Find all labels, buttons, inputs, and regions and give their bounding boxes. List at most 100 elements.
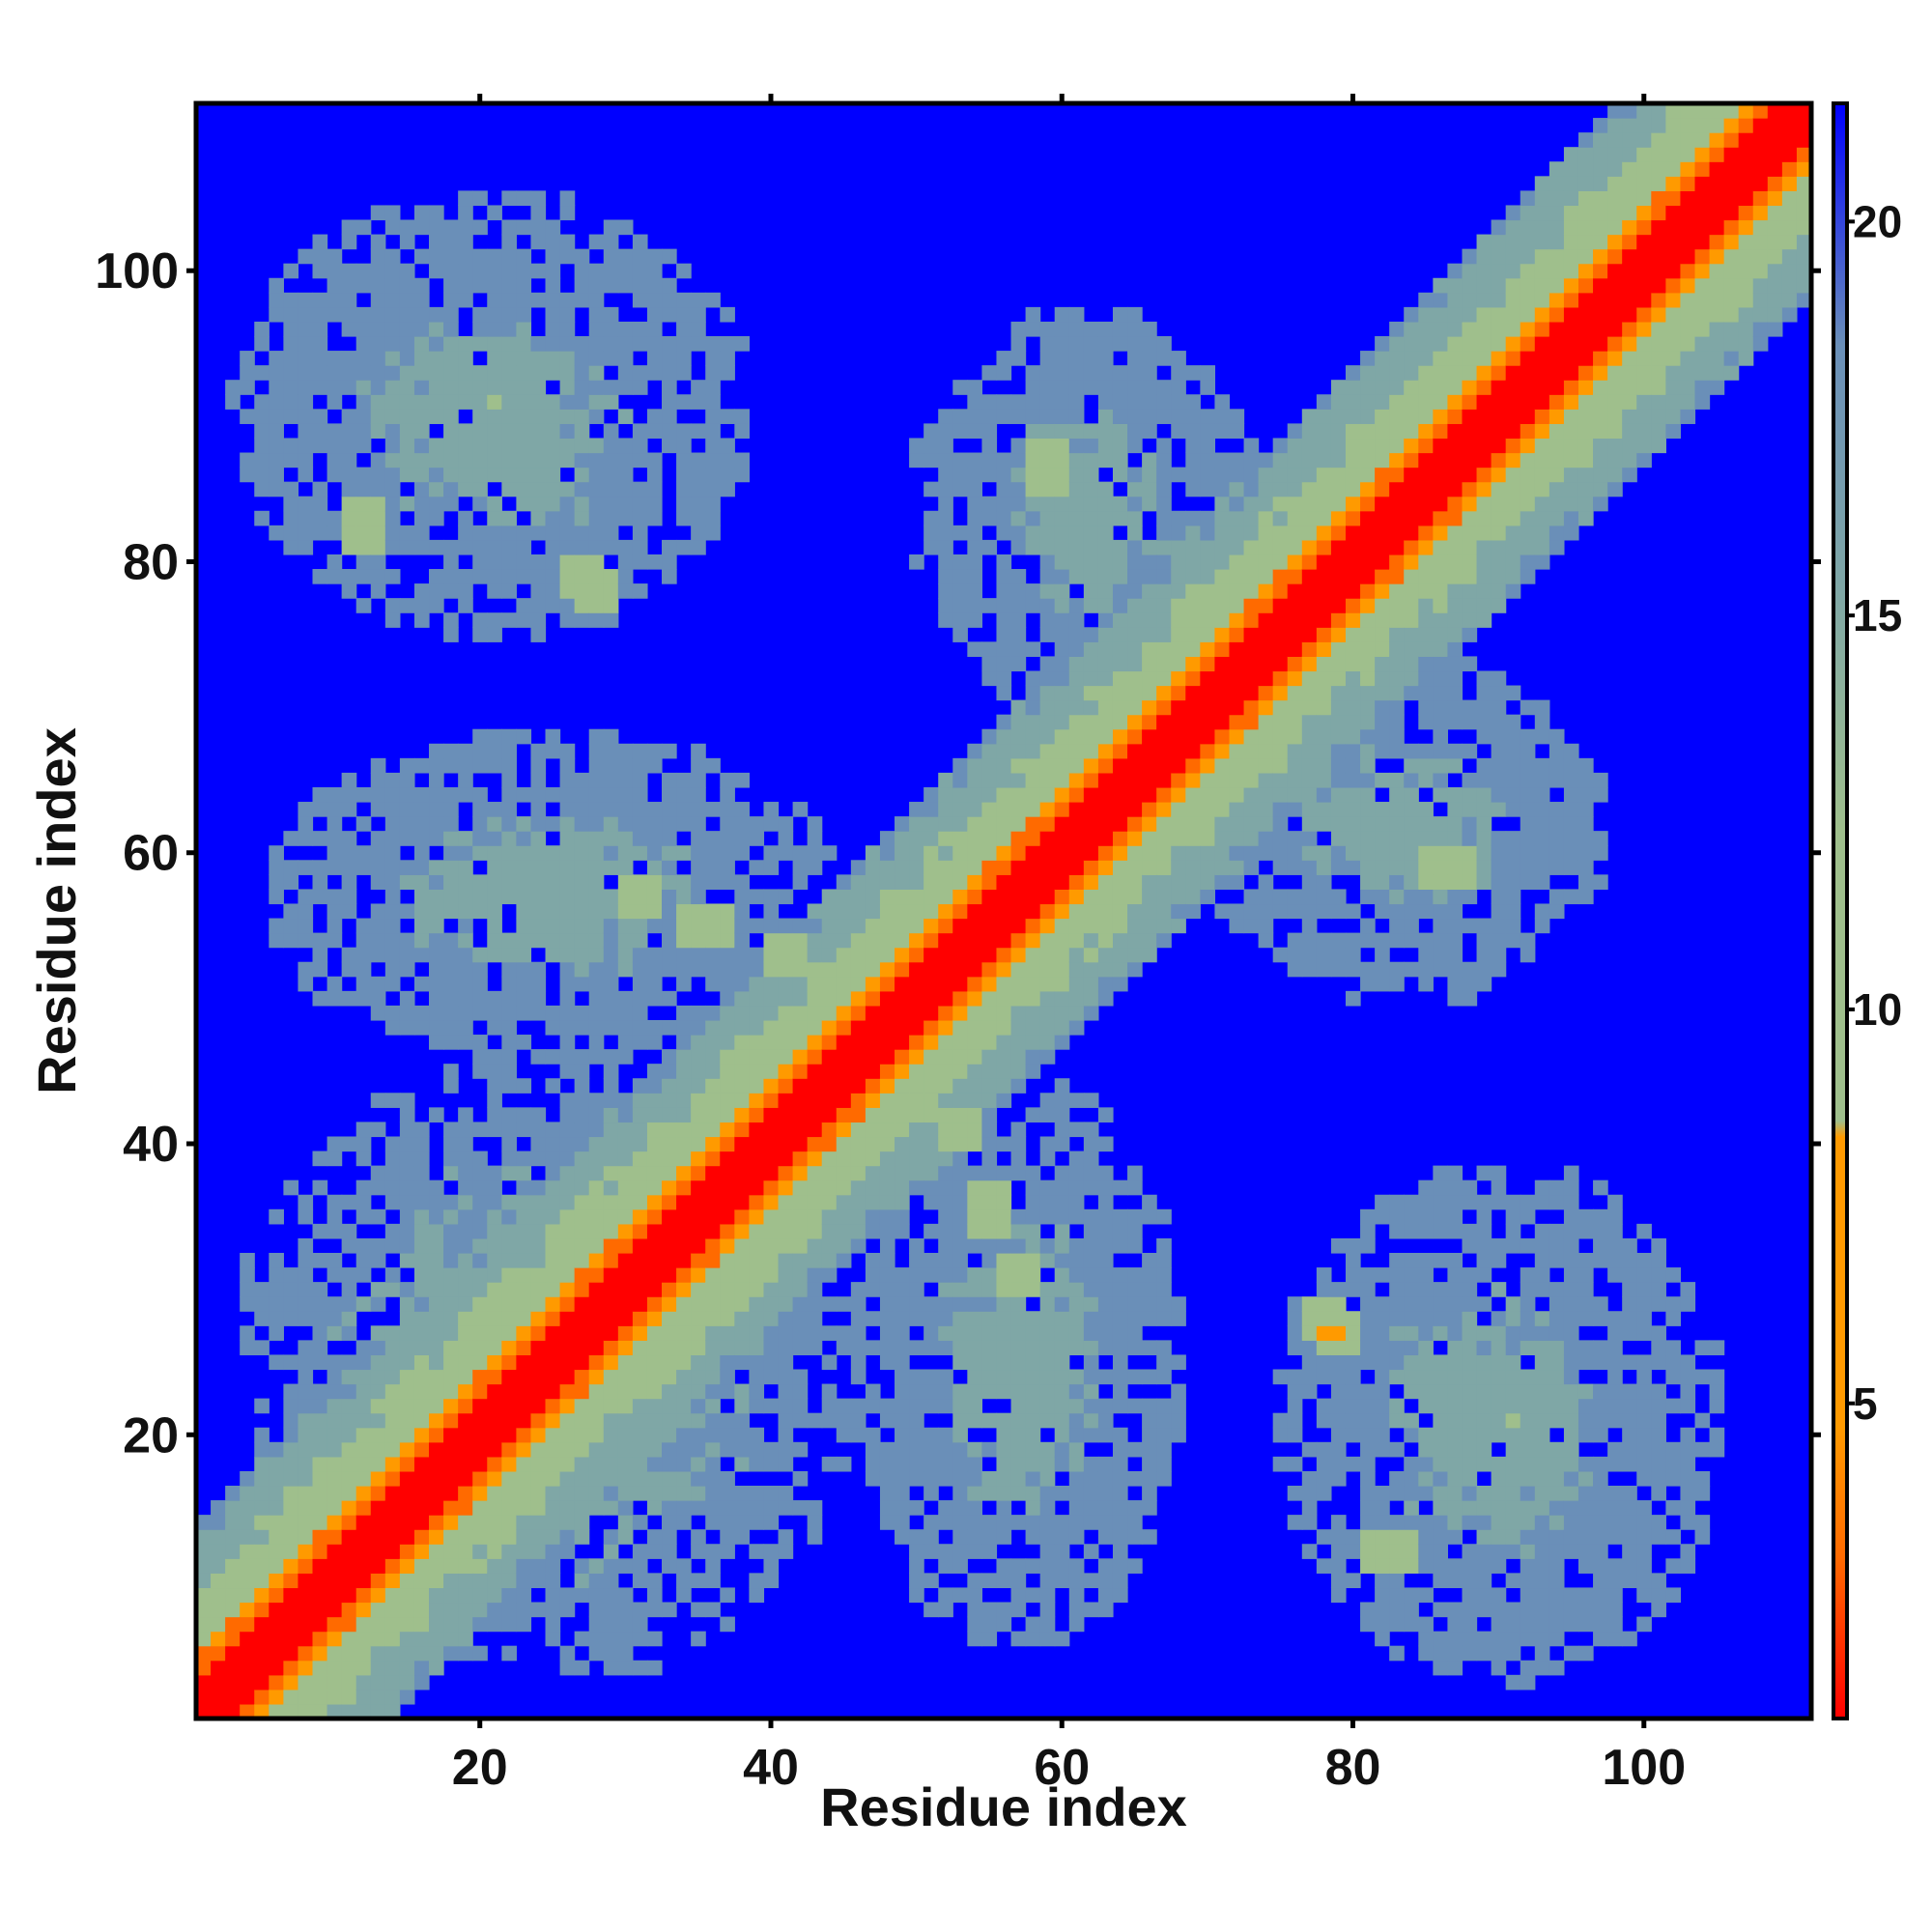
heatmap-cell bbox=[240, 467, 255, 483]
heatmap-cell bbox=[923, 1064, 939, 1079]
heatmap-cell bbox=[705, 976, 721, 992]
heatmap-cell bbox=[413, 1558, 430, 1574]
heatmap-cell bbox=[269, 1485, 284, 1501]
heatmap-cell bbox=[1243, 598, 1260, 613]
heatmap-cell bbox=[501, 1470, 517, 1487]
heatmap-cell bbox=[895, 1035, 910, 1050]
heatmap-cell bbox=[676, 961, 692, 978]
heatmap-cell bbox=[676, 976, 692, 992]
heatmap-cell bbox=[1156, 831, 1172, 846]
heatmap-cell bbox=[1272, 786, 1289, 803]
heatmap-cell bbox=[545, 496, 561, 512]
heatmap-cell bbox=[996, 1282, 1012, 1297]
heatmap-cell bbox=[341, 365, 357, 381]
heatmap-cell bbox=[1025, 1354, 1041, 1371]
heatmap-cell bbox=[1389, 685, 1405, 701]
heatmap-cell bbox=[341, 889, 357, 905]
heatmap-cell bbox=[967, 641, 982, 657]
heatmap-cell bbox=[705, 496, 721, 512]
heatmap-cell bbox=[952, 918, 968, 934]
heatmap-cell bbox=[734, 903, 750, 920]
heatmap-cell bbox=[501, 1064, 517, 1079]
heatmap-cell bbox=[967, 1398, 982, 1414]
heatmap-cell bbox=[821, 1208, 838, 1225]
heatmap-cell bbox=[662, 1456, 677, 1472]
heatmap-cell bbox=[1039, 583, 1056, 599]
heatmap-cell bbox=[603, 903, 619, 920]
heatmap-cell bbox=[720, 1544, 735, 1559]
heatmap-cell bbox=[254, 423, 270, 440]
heatmap-cell bbox=[1229, 496, 1245, 512]
heatmap-cell bbox=[923, 525, 939, 541]
heatmap-cell bbox=[705, 380, 721, 395]
heatmap-cell bbox=[355, 1267, 372, 1283]
heatmap-cells bbox=[196, 103, 1812, 1719]
heatmap-cell bbox=[1389, 583, 1405, 599]
heatmap-cell bbox=[501, 234, 517, 250]
heatmap-cell bbox=[909, 1573, 924, 1589]
heatmap-cell bbox=[734, 947, 750, 963]
heatmap-cell bbox=[559, 1645, 576, 1662]
heatmap-cell bbox=[705, 1340, 721, 1356]
heatmap-cell bbox=[370, 583, 386, 599]
heatmap-cell bbox=[1025, 1616, 1041, 1633]
heatmap-cell bbox=[938, 1427, 953, 1443]
heatmap-cell bbox=[981, 772, 998, 788]
heatmap-cell bbox=[1039, 918, 1056, 934]
heatmap-cell bbox=[269, 889, 284, 905]
heatmap-cell bbox=[981, 452, 998, 469]
heatmap-cell bbox=[1068, 510, 1085, 526]
heatmap-cell bbox=[283, 438, 299, 454]
heatmap-cell bbox=[370, 1470, 386, 1487]
heatmap-cell bbox=[559, 845, 576, 861]
heatmap-cell bbox=[196, 1529, 212, 1545]
heatmap-cell bbox=[283, 1703, 299, 1719]
heatmap-cell bbox=[821, 1398, 838, 1414]
heatmap-cell bbox=[298, 976, 314, 992]
heatmap-cell bbox=[298, 438, 314, 454]
heatmap-cell bbox=[1039, 1441, 1056, 1458]
heatmap-cell bbox=[996, 1369, 1012, 1385]
heatmap-cell bbox=[603, 772, 619, 788]
heatmap-cell bbox=[487, 394, 502, 410]
heatmap-cell bbox=[1039, 1602, 1056, 1618]
heatmap-cell bbox=[341, 1587, 357, 1604]
heatmap-cell bbox=[895, 831, 910, 846]
heatmap-cell bbox=[458, 380, 473, 395]
heatmap-cell bbox=[1375, 845, 1390, 861]
heatmap-cell bbox=[734, 1194, 750, 1210]
heatmap-cell bbox=[545, 947, 561, 963]
heatmap-cell bbox=[1272, 889, 1289, 905]
heatmap-cell bbox=[1360, 1383, 1376, 1400]
heatmap-cell bbox=[413, 351, 430, 366]
heatmap-cell bbox=[705, 423, 721, 440]
heatmap-cell bbox=[429, 1019, 444, 1036]
heatmap-cell bbox=[1243, 860, 1260, 875]
heatmap-cell bbox=[384, 1573, 401, 1589]
heatmap-cell bbox=[458, 467, 473, 483]
heatmap-cell bbox=[705, 757, 721, 774]
heatmap-cell bbox=[559, 1383, 576, 1400]
heatmap-cell bbox=[1316, 539, 1332, 555]
heatmap-cell bbox=[792, 1412, 809, 1429]
heatmap-cell bbox=[559, 1194, 576, 1210]
heatmap-cell bbox=[413, 598, 430, 613]
heatmap-cell bbox=[559, 976, 576, 992]
heatmap-cell bbox=[923, 1267, 939, 1283]
heatmap-cell bbox=[720, 1107, 735, 1123]
heatmap-cell bbox=[458, 423, 473, 440]
heatmap-cell bbox=[603, 234, 619, 250]
heatmap-cell bbox=[1171, 772, 1186, 788]
heatmap-cell bbox=[283, 496, 299, 512]
heatmap-cell bbox=[821, 1151, 838, 1167]
heatmap-cell bbox=[283, 394, 299, 410]
heatmap-cell bbox=[1039, 990, 1056, 1007]
heatmap-cell bbox=[996, 598, 1012, 613]
heatmap-cell bbox=[254, 1515, 270, 1530]
heatmap-cell bbox=[516, 292, 532, 308]
heatmap-cell bbox=[1054, 306, 1070, 323]
heatmap-cell bbox=[603, 1165, 619, 1181]
heatmap-cell bbox=[399, 1354, 415, 1371]
heatmap-cell bbox=[1389, 1282, 1405, 1297]
heatmap-cell bbox=[559, 947, 576, 963]
